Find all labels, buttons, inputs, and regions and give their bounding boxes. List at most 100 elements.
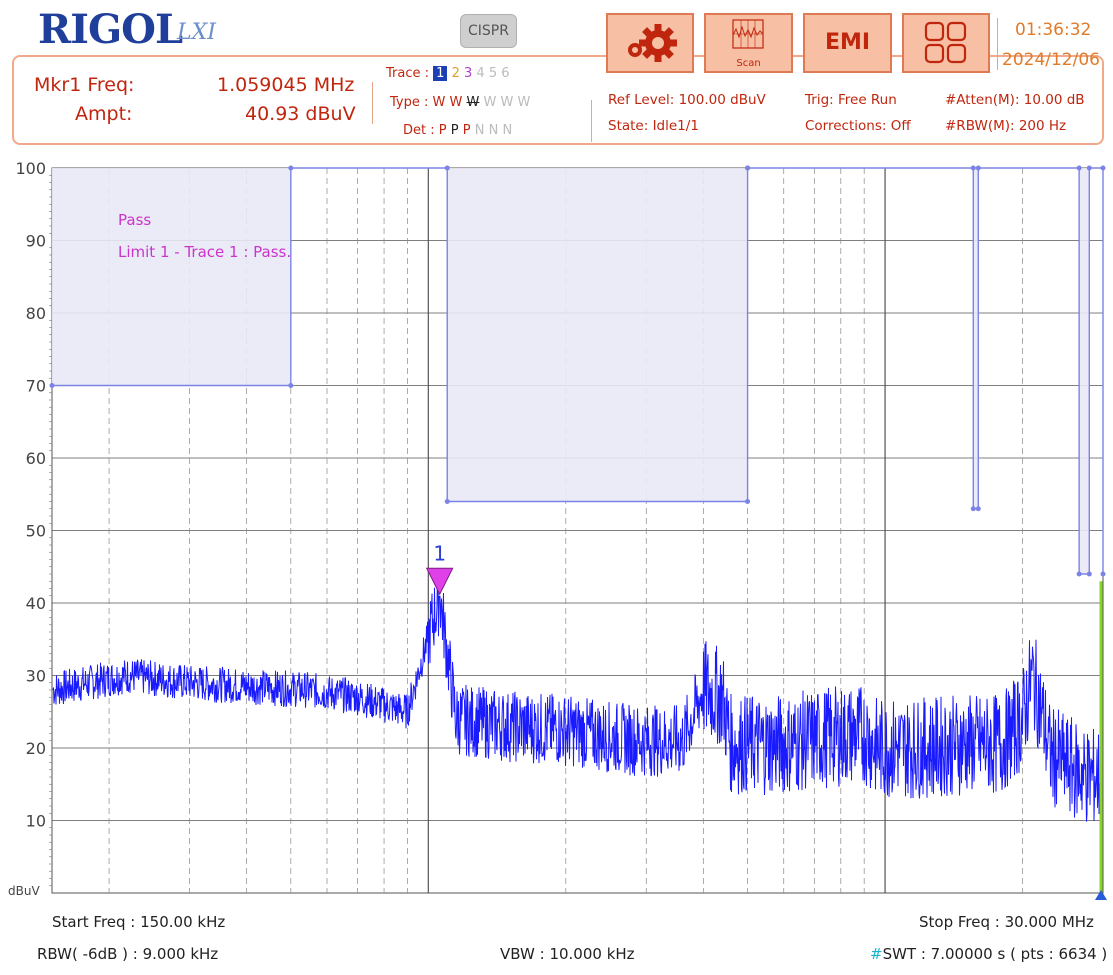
y-tick-label: 80 (26, 304, 46, 323)
trigger-status[interactable]: Trig: Free Run (805, 92, 897, 108)
trace-polyline (52, 568, 1102, 822)
clock-date: 2024/12/06 (1002, 50, 1100, 70)
y-tick-label: 30 (26, 667, 46, 686)
marker-freq-label: Mkr1 Freq: (34, 74, 135, 96)
vbw-setting[interactable]: VBW : 10.000 kHz (500, 945, 635, 963)
header-divider (997, 18, 998, 70)
marker-ampt-label: Ampt: (75, 103, 133, 125)
det-row: Det : P P P N N N (403, 123, 512, 138)
y-tick-label: 10 (26, 812, 46, 831)
state-status: State: Idle1/1 (608, 118, 699, 134)
limit-line (49, 165, 1106, 577)
info-panel (12, 55, 1104, 145)
limit-vertex (745, 165, 751, 171)
start-freq[interactable]: Start Freq : 150.00 kHz (52, 913, 226, 931)
swt-value: SWT : 7.00000 s ( pts : 6634 ) (882, 945, 1108, 963)
gear-icon (628, 24, 677, 62)
layout-grid-icon (924, 21, 967, 64)
attenuation-status[interactable]: #Atten(M): 10.00 dB (945, 92, 1085, 108)
y-tick-label: 70 (26, 377, 46, 396)
limit-vertex (975, 165, 981, 171)
type-row: Type : W W W W W W (390, 95, 530, 110)
trace-1[interactable]: 1 (433, 66, 448, 81)
y-tick-label: 50 (26, 522, 46, 541)
emi-button[interactable]: EMI (803, 13, 892, 73)
det-2: P (450, 123, 459, 138)
trace-5[interactable]: 5 (488, 66, 498, 81)
rbw-m-status[interactable]: #RBW(M): 200 Hz (945, 118, 1067, 134)
limit-vertex (1076, 571, 1082, 577)
det-3: P (462, 123, 471, 138)
type-4: W (483, 95, 497, 110)
trace-2[interactable]: 2 (451, 66, 460, 81)
scan-waveform-icon (732, 19, 764, 49)
limit-fill-area (52, 168, 1103, 574)
det-6: N (502, 123, 513, 138)
lxi-logo: LXI (177, 20, 216, 45)
marker-triangle (425, 567, 454, 596)
y-tick-label: 40 (26, 594, 46, 613)
divider (591, 100, 592, 142)
trace-3[interactable]: 3 (463, 66, 473, 81)
limit-vertex (1100, 165, 1106, 171)
limit-result-text: Limit 1 - Trace 1 : Pass. (118, 243, 291, 261)
type-1: W (432, 95, 446, 110)
type-5: W (500, 95, 514, 110)
marker-number: 1 (433, 541, 446, 565)
trace-6[interactable]: 6 (501, 66, 510, 81)
pass-text: Pass (118, 211, 151, 229)
limit-vertex (1086, 165, 1092, 171)
trace-row[interactable]: Trace : 1 2 3 4 5 6 (386, 66, 510, 81)
limit-vertex (1076, 165, 1082, 171)
layout-button[interactable] (902, 13, 990, 73)
emi-label: EMI (824, 30, 871, 55)
scan-button[interactable]: Scan (704, 13, 793, 73)
limit-vertex (975, 506, 981, 512)
cispr-button[interactable]: CISPR (460, 14, 517, 48)
sweep-time[interactable]: #SWT : 7.00000 s ( pts : 6634 ) (870, 945, 1107, 963)
stop-freq-marker (1095, 890, 1107, 900)
det-label: Det : (403, 123, 435, 138)
type-6: W (517, 95, 531, 110)
trace-1-line (52, 568, 1107, 900)
marker-freq-value: 1.059045 MHz (217, 74, 355, 96)
limit-vertex (444, 165, 450, 171)
limit-vertex (49, 383, 55, 388)
limit-vertex (1100, 571, 1106, 577)
det-4: N (474, 123, 485, 138)
limit-vertex (288, 165, 294, 171)
limit-vertex (444, 499, 450, 504)
y-tick-label: 60 (26, 449, 46, 468)
limit-vertex (970, 165, 976, 171)
stop-freq[interactable]: Stop Freq : 30.000 MHz (919, 913, 1094, 931)
swt-hash: # (870, 945, 883, 963)
y-unit-label: dBuV (8, 884, 40, 898)
det-1: P (438, 123, 447, 138)
limit-vertex (288, 383, 294, 388)
y-tick-label: 100 (15, 159, 46, 178)
divider (372, 82, 373, 124)
y-axis-ticks: 100 90 80 70 60 50 40 30 20 10 (15, 159, 52, 887)
limit-vertex (745, 499, 751, 504)
limit-vertex (970, 506, 976, 512)
marker-1: 1 (425, 541, 454, 596)
trace-label: Trace : (386, 66, 429, 81)
corrections-status[interactable]: Corrections: Off (805, 118, 911, 134)
clock-time: 01:36:32 (1015, 20, 1092, 40)
limit-region (52, 168, 1103, 574)
det-5: N (488, 123, 499, 138)
ref-level[interactable]: Ref Level: 100.00 dBuV (608, 92, 766, 108)
trace-4[interactable]: 4 (476, 66, 485, 81)
y-tick-label: 20 (26, 739, 46, 758)
type-3: W (466, 95, 480, 110)
settings-button[interactable] (606, 13, 694, 73)
type-2: W (449, 95, 463, 110)
scan-label: Scan (736, 58, 761, 69)
limit-vertex (1086, 571, 1092, 577)
rigol-logo: RIGOL (38, 6, 183, 53)
y-tick-label: 90 (26, 232, 46, 251)
rbw-setting[interactable]: RBW( -6dB ) : 9.000 kHz (37, 945, 219, 963)
type-label: Type : (390, 95, 429, 110)
marker-ampt-value: 40.93 dBuV (245, 103, 356, 125)
